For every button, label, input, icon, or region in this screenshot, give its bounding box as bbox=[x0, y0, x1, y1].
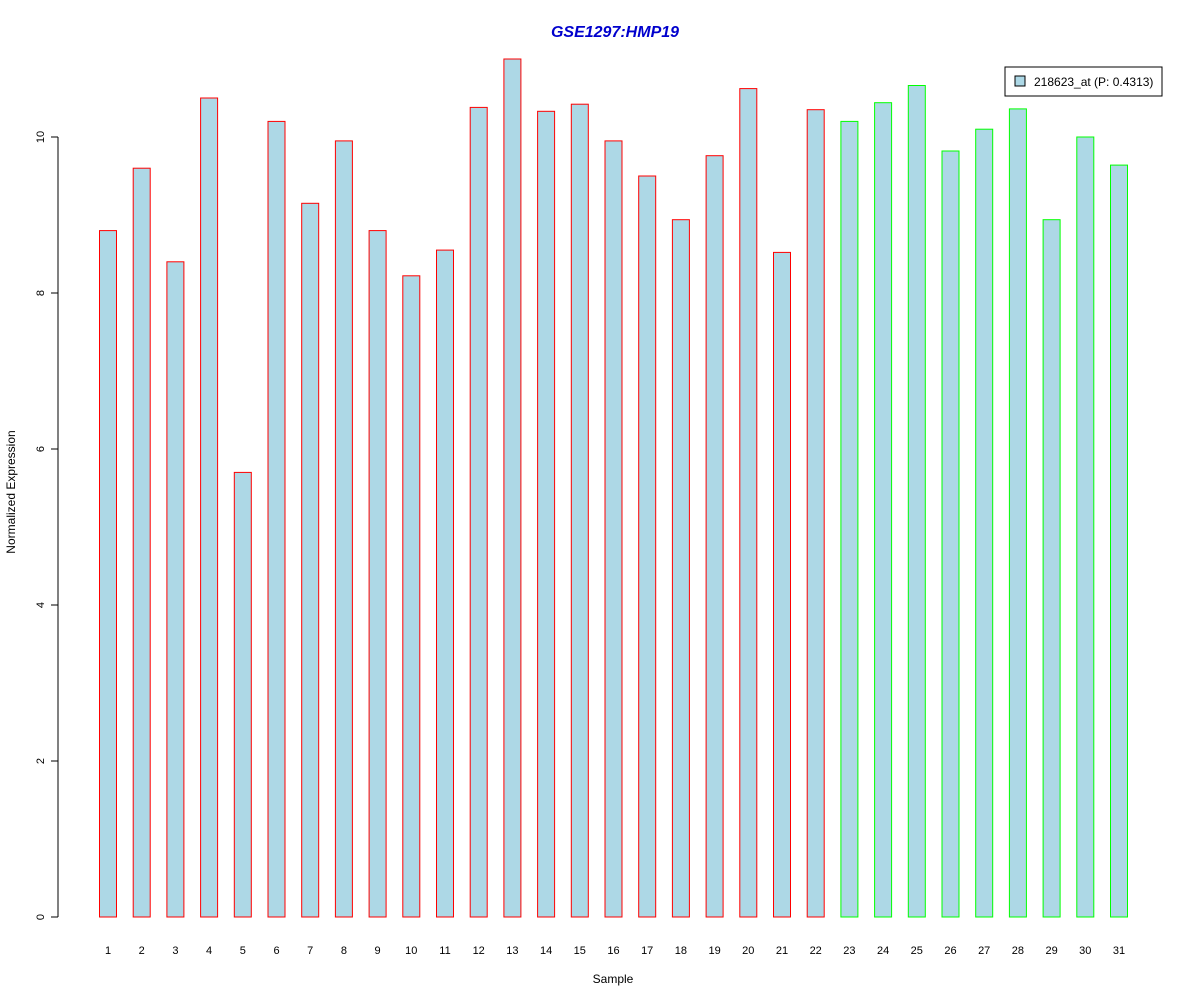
bar-sample-29 bbox=[1042, 219, 1061, 918]
bar-sample-4 bbox=[200, 97, 219, 918]
x-tick-label: 17 bbox=[641, 945, 653, 957]
x-tick-label: 2 bbox=[139, 945, 145, 957]
x-tick-label: 12 bbox=[473, 945, 485, 957]
x-tick-label: 5 bbox=[240, 945, 246, 957]
x-tick-label: 24 bbox=[877, 945, 889, 957]
x-tick-label: 29 bbox=[1045, 945, 1057, 957]
x-tick-label: 1 bbox=[105, 945, 111, 957]
x-tick-label: 21 bbox=[776, 945, 788, 957]
bar-sample-25 bbox=[907, 85, 926, 918]
bar-sample-3 bbox=[166, 261, 185, 918]
bar-sample-26 bbox=[941, 150, 960, 918]
chart-title: GSE1297:HMP19 bbox=[551, 24, 679, 41]
bar-sample-9 bbox=[368, 230, 387, 918]
x-tick-label: 11 bbox=[439, 945, 450, 957]
legend: 218623_at (P: 0.4313) bbox=[1004, 66, 1163, 97]
bar-sample-28 bbox=[1008, 108, 1027, 918]
bar-sample-19 bbox=[705, 155, 724, 918]
x-tick-label: 18 bbox=[675, 945, 687, 957]
bar-sample-24 bbox=[874, 102, 893, 918]
x-axis-title: Sample bbox=[593, 972, 634, 986]
bar-sample-23 bbox=[840, 120, 859, 918]
legend-box bbox=[1004, 66, 1163, 97]
bar-sample-2 bbox=[132, 167, 151, 918]
bar-sample-7 bbox=[301, 202, 320, 918]
bar-sample-30 bbox=[1076, 136, 1095, 918]
bar-sample-14 bbox=[537, 110, 556, 918]
x-tick-label: 25 bbox=[911, 945, 923, 957]
x-tick-label: 31 bbox=[1113, 945, 1125, 957]
bar-sample-15 bbox=[570, 103, 589, 918]
legend-label: 218623_at (P: 0.4313) bbox=[1034, 75, 1153, 89]
x-tick-label: 26 bbox=[944, 945, 956, 957]
x-tick-label: 22 bbox=[810, 945, 822, 957]
y-tick-label: 4 bbox=[35, 602, 47, 608]
x-tick-label: 13 bbox=[506, 945, 518, 957]
x-tick-label: 15 bbox=[574, 945, 586, 957]
x-tick-label: 7 bbox=[307, 945, 313, 957]
bars-group bbox=[99, 58, 1128, 918]
x-tick-label: 19 bbox=[708, 945, 720, 957]
bar-sample-21 bbox=[773, 251, 791, 918]
bar-sample-13 bbox=[503, 58, 522, 918]
bar-sample-12 bbox=[469, 106, 488, 918]
bar-sample-10 bbox=[402, 275, 421, 918]
x-tick-label: 28 bbox=[1012, 945, 1024, 957]
bar-sample-5 bbox=[233, 471, 252, 918]
x-tick-label: 20 bbox=[742, 945, 754, 957]
x-tick-label: 27 bbox=[978, 945, 990, 957]
bar-sample-27 bbox=[975, 128, 994, 918]
bar-sample-11 bbox=[436, 249, 454, 918]
x-tick-label: 8 bbox=[341, 945, 347, 957]
y-axis-title: Normalized Expression bbox=[4, 430, 18, 553]
bar-sample-16 bbox=[604, 140, 623, 918]
legend-swatch bbox=[1014, 75, 1026, 87]
x-tick-label: 4 bbox=[206, 945, 212, 957]
y-axis: 0 2 4 6 8 10 bbox=[35, 131, 59, 920]
x-tick-label: 16 bbox=[607, 945, 619, 957]
x-tick-label: 9 bbox=[375, 945, 381, 957]
bar-sample-20 bbox=[739, 88, 758, 918]
y-tick-label: 6 bbox=[35, 446, 47, 452]
x-tick-label: 3 bbox=[172, 945, 178, 957]
y-tick-label: 10 bbox=[35, 131, 47, 143]
bar-sample-22 bbox=[806, 109, 825, 918]
x-tick-label: 23 bbox=[843, 945, 855, 957]
x-tick-label: 30 bbox=[1079, 945, 1091, 957]
y-tick-label: 2 bbox=[35, 758, 47, 764]
bar-sample-31 bbox=[1110, 164, 1128, 918]
x-axis: 1 2 3 4 5 6 7 8 9 10 11 12 13 14 15 16 17 18 19 20 21 22 23 24 2… bbox=[105, 945, 1125, 957]
x-tick-label: 10 bbox=[405, 945, 417, 957]
bar-sample-17 bbox=[638, 175, 657, 918]
bar-sample-1 bbox=[99, 230, 117, 918]
y-tick-label: 0 bbox=[35, 914, 47, 920]
bar-sample-18 bbox=[671, 219, 690, 918]
bar-sample-6 bbox=[267, 120, 286, 918]
x-tick-label: 6 bbox=[273, 945, 279, 957]
x-tick-label: 14 bbox=[540, 945, 552, 957]
bar-sample-8 bbox=[334, 140, 353, 918]
y-tick-label: 8 bbox=[35, 290, 47, 296]
